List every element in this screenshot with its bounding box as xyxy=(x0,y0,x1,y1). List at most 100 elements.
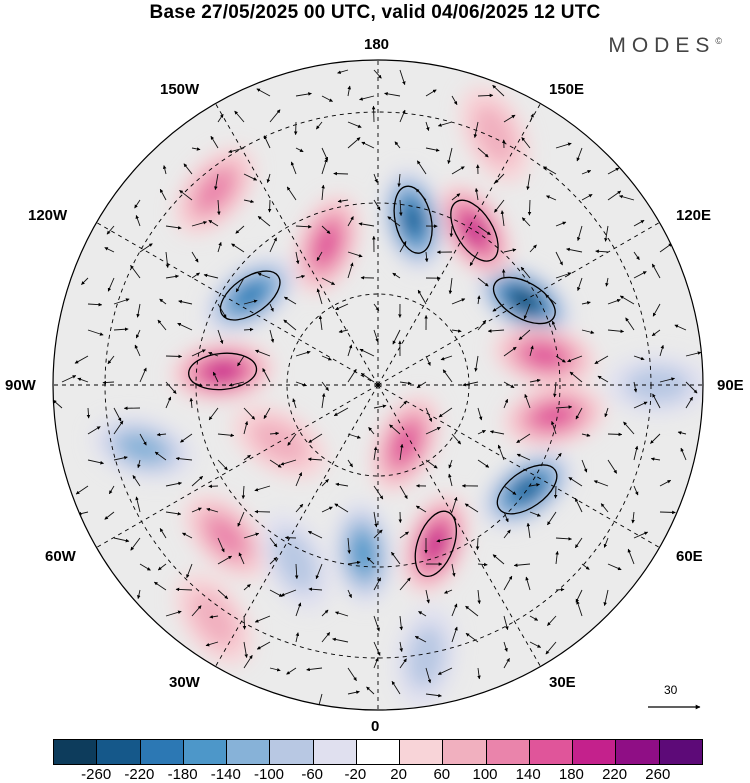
wind-arrow xyxy=(494,199,505,213)
wind-arrow xyxy=(575,407,583,420)
wind-arrow xyxy=(529,378,541,383)
meridian-line xyxy=(377,103,541,386)
wind-arrow xyxy=(321,147,329,161)
wind-arrow xyxy=(165,481,182,487)
wind-vectors xyxy=(53,69,702,710)
wind-arrow xyxy=(368,427,375,435)
anomaly-cell xyxy=(481,450,574,529)
anomaly-contour xyxy=(405,207,421,233)
wind-arrow xyxy=(191,507,202,513)
wind-arrow xyxy=(543,166,557,175)
wind-arrow xyxy=(462,381,479,387)
wind-arrow xyxy=(347,344,353,357)
wind-arrow xyxy=(399,658,407,669)
wind-arrow xyxy=(243,654,253,669)
anomaly-cell xyxy=(459,85,530,184)
wind-arrow xyxy=(371,105,376,123)
wind-arrow xyxy=(321,184,325,201)
colorbar-swatch xyxy=(485,740,529,764)
wind-arrow xyxy=(399,615,404,631)
wind-arrow xyxy=(553,381,557,398)
wind-arrow xyxy=(475,537,480,551)
anomaly-isoline xyxy=(188,352,258,391)
wind-arrow xyxy=(156,432,167,437)
wind-arrow xyxy=(503,575,513,591)
wind-arrow xyxy=(86,407,91,419)
wind-arrow xyxy=(107,355,115,365)
colorbar-swatch xyxy=(269,740,313,764)
wind-arrow xyxy=(477,93,494,98)
wind-arrow xyxy=(414,635,427,643)
wind-arrow xyxy=(113,407,122,422)
wind-arrow xyxy=(157,319,167,331)
wind-arrow xyxy=(425,355,431,366)
wind-arrow xyxy=(102,380,115,385)
wind-arrow xyxy=(217,199,221,216)
colorbar-tick-label: 100 xyxy=(472,766,498,783)
wind-arrow xyxy=(503,346,517,357)
wind-arrow xyxy=(448,473,453,487)
wind-arrow xyxy=(547,615,557,626)
wind-arrow xyxy=(217,303,227,319)
wind-arrow xyxy=(316,288,323,305)
wind-arrow xyxy=(165,251,170,268)
wind-arrow xyxy=(451,603,458,617)
wind-arrow xyxy=(477,277,489,287)
colorbar-tick-label: -260 xyxy=(81,766,112,783)
wind-arrow xyxy=(469,251,479,267)
wind-arrow xyxy=(477,459,490,468)
anomaly-isoline xyxy=(496,464,558,515)
wind-arrow xyxy=(594,355,609,365)
graticule xyxy=(53,60,703,710)
wind-arrow xyxy=(581,433,591,437)
wind-arrow xyxy=(500,210,505,227)
wind-arrow xyxy=(292,398,297,409)
wind-arrow xyxy=(241,485,246,499)
wind-arrow xyxy=(254,485,271,492)
wind-arrow xyxy=(295,274,306,279)
wind-arrow xyxy=(347,690,360,695)
colorbar-swatch xyxy=(658,740,702,764)
wind-arrow xyxy=(555,251,563,266)
wind-arrow xyxy=(263,135,271,149)
wind-arrow xyxy=(525,576,531,591)
wind-arrow xyxy=(179,189,193,201)
wind-arrow xyxy=(269,537,278,548)
meridian-line xyxy=(96,384,379,548)
wind-arrow xyxy=(335,303,349,311)
wind-arrow xyxy=(135,496,141,513)
wind-arrow xyxy=(162,165,167,175)
wind-arrow xyxy=(545,641,557,655)
wind-arrow xyxy=(633,485,639,496)
wind-arrow xyxy=(399,577,411,591)
wind-arrow xyxy=(425,667,432,684)
wind-arrow xyxy=(180,433,193,443)
anomaly-cell xyxy=(204,256,297,335)
wind-arrow xyxy=(384,92,401,97)
wind-arrow xyxy=(477,295,481,305)
wind-arrow xyxy=(685,396,693,409)
wind-arrow xyxy=(659,243,673,253)
wind-arrow xyxy=(581,194,593,201)
colorbar-swatch xyxy=(54,740,97,764)
wind-arrow xyxy=(607,167,620,175)
wind-arrow xyxy=(451,433,462,445)
wind-arrow xyxy=(208,351,219,357)
wind-arrow xyxy=(269,459,282,468)
wind-arrow xyxy=(680,447,687,461)
wind-arrow xyxy=(451,626,458,643)
wind-arrow xyxy=(651,263,661,279)
wind-arrow xyxy=(425,589,430,604)
anomaly-contour xyxy=(190,591,238,648)
wind-arrow xyxy=(487,329,505,333)
wind-arrow xyxy=(373,657,379,669)
wind-arrow xyxy=(524,393,531,409)
wind-arrow xyxy=(492,303,505,312)
wind-arrow xyxy=(165,396,172,409)
wind-arrow xyxy=(113,298,130,305)
wind-arrow xyxy=(228,381,245,387)
wind-arrow xyxy=(503,381,515,389)
wind-arrow xyxy=(373,173,378,183)
wind-arrow xyxy=(529,113,534,123)
wind-arrow xyxy=(677,431,687,435)
